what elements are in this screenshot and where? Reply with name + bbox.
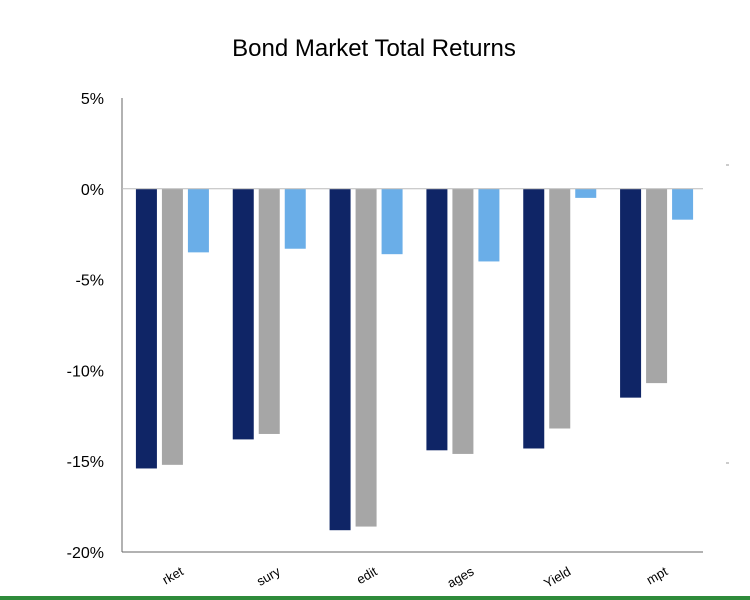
y-tick-label: 0% (81, 182, 104, 199)
bar-4-1 (549, 188, 571, 429)
bar-5-0 (620, 188, 642, 398)
bar-1-0 (232, 188, 254, 440)
x-tick-label: mpt (644, 563, 671, 587)
x-tick-label: sury (254, 563, 283, 589)
bar-3-0 (426, 188, 448, 451)
y-tick-label: 5% (81, 91, 104, 108)
x-tick-label: rket (160, 563, 187, 587)
bar-5-1 (646, 188, 668, 384)
x-axis-ticks: rket sury edit ages Yield mpt (160, 563, 671, 590)
bar-0-0 (135, 188, 157, 469)
bar-0-1 (161, 188, 183, 465)
bar-1-1 (258, 188, 280, 434)
bar-3-2 (478, 188, 500, 262)
y-tick-label: -15% (67, 454, 104, 471)
bar-0-2 (187, 188, 209, 253)
bar-4-2 (575, 188, 597, 198)
bar-2-2 (381, 188, 403, 255)
x-tick-label: ages (444, 563, 476, 590)
bar-2-1 (355, 188, 377, 527)
bar-3-1 (452, 188, 474, 454)
bottom-border-strip (0, 596, 750, 600)
x-tick-label: edit (354, 563, 380, 587)
x-tick-label: Yield (541, 564, 573, 591)
bar-4-0 (523, 188, 545, 449)
chart-title: Bond Market Total Returns (232, 35, 516, 62)
bar-2-0 (329, 188, 351, 531)
y-tick-label: -10% (67, 363, 104, 380)
bar-1-2 (284, 188, 306, 249)
y-tick-label: -5% (76, 273, 104, 290)
bars-group (135, 188, 694, 531)
y-axis-ticks: 5% 0% -5% -10% -15% -20% (67, 91, 104, 562)
bar-5-2 (672, 188, 694, 220)
y-tick-label: -20% (67, 545, 104, 562)
